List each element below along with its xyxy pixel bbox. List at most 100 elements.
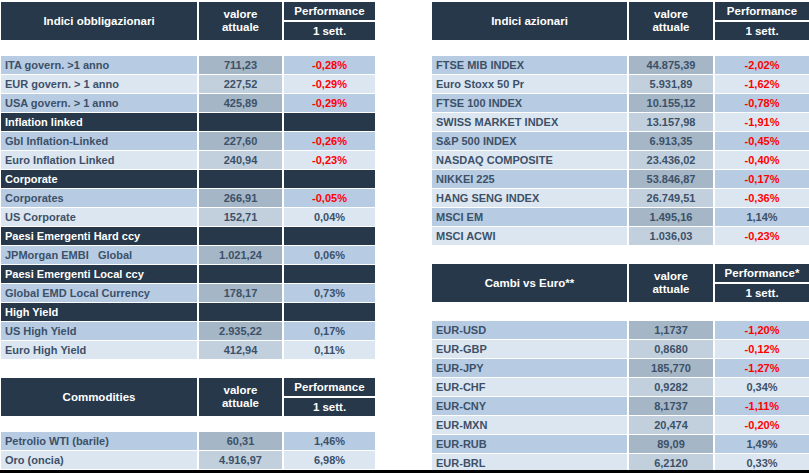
- bonds-table-header: Indici obbligazionari valore attuale Per…: [1, 2, 375, 40]
- table-row: USA govern. > 1 anno425,89-0,29%: [1, 94, 375, 113]
- commodities-table-body: Petrolio WTI (barile)60,311,46%Oro (onci…: [1, 432, 375, 470]
- commodities-performance-column-header: Performance 1 sett.: [282, 378, 375, 416]
- section-spacer: [282, 170, 375, 189]
- row-label: NIKKEI 225: [432, 170, 627, 189]
- value-cell: 1.495,16: [627, 208, 713, 227]
- performance-cell: -2,02%: [713, 56, 809, 75]
- performance-cell: 0,34%: [713, 378, 809, 397]
- table-row: EUR-CNY8,1737-1,11%: [432, 397, 809, 416]
- performance-cell: -0,36%: [713, 189, 809, 208]
- performance-cell: 0,73%: [282, 284, 375, 303]
- table-row: NIKKEI 22553.846,87-0,17%: [432, 170, 809, 189]
- row-label: EUR-CNY: [432, 397, 627, 416]
- value-header-line2: attuale: [652, 283, 689, 296]
- commodities-table-title: Commodities: [1, 378, 197, 416]
- table-row: US Corporate152,710,04%: [1, 208, 375, 227]
- value-cell: 89,09: [627, 435, 713, 454]
- performance-header-line2: 1 sett.: [715, 22, 809, 40]
- row-label: EUR-USD: [432, 321, 627, 340]
- row-label: US High Yield: [1, 322, 197, 341]
- row-label: S&P 500 INDEX: [432, 132, 627, 151]
- section-spacer: [197, 265, 282, 284]
- row-label: SWISS MARKET INDEX: [432, 113, 627, 132]
- section-header-row: Paesi Emergenti Local ccy: [1, 265, 375, 284]
- performance-cell: -0,20%: [713, 416, 809, 435]
- row-label: ITA govern. >1 anno: [1, 56, 197, 75]
- table-row: EUR-CHF0,92820,34%: [432, 378, 809, 397]
- value-cell: 0,9282: [627, 378, 713, 397]
- table-row: Euro Stoxx 50 Pr5.931,89-1,62%: [432, 75, 809, 94]
- row-label: HANG SENG INDEX: [432, 189, 627, 208]
- value-header-line1: valore: [654, 8, 688, 21]
- row-label: FTSE 100 INDEX: [432, 94, 627, 113]
- table-row: EUR-RUB89,091,49%: [432, 435, 809, 454]
- performance-cell: -1,20%: [713, 321, 809, 340]
- row-label: MSCI ACWI: [432, 227, 627, 246]
- section-spacer: [197, 113, 282, 132]
- value-cell: 412,94: [197, 341, 282, 360]
- performance-header-line1: Performance: [284, 378, 375, 398]
- performance-header-line2: 1 sett.: [284, 22, 375, 40]
- section-spacer: [282, 265, 375, 284]
- table-row: EUR govern. > 1 anno227,52-0,29%: [1, 75, 375, 94]
- performance-cell: 0,17%: [282, 322, 375, 341]
- table-row: Euro Inflation Linked240,94-0,23%: [1, 151, 375, 170]
- performance-cell: -1,91%: [713, 113, 809, 132]
- table-row: FTSE MIB INDEX44.875,39-2,02%: [432, 56, 809, 75]
- market-performance-dashboard: Indici obbligazionari valore attuale Per…: [0, 0, 809, 473]
- section-label: High Yield: [1, 303, 197, 322]
- performance-cell: -0,78%: [713, 94, 809, 113]
- value-header-line1: valore: [224, 384, 258, 397]
- performance-cell: -0,28%: [282, 56, 375, 75]
- value-header-line2: attuale: [222, 21, 259, 34]
- performance-cell: -0,26%: [282, 132, 375, 151]
- fx-table-header: Cambi vs Euro** valore attuale Performan…: [432, 264, 809, 302]
- table-row: EUR-GBP0,8680-0,12%: [432, 340, 809, 359]
- table-row: EUR-JPY185,770-1,27%: [432, 359, 809, 378]
- value-cell: 266,91: [197, 189, 282, 208]
- performance-cell: 1,49%: [713, 435, 809, 454]
- section-spacer: [197, 227, 282, 246]
- table-row: MSCI ACWI1.036,03-0,23%: [432, 227, 809, 246]
- value-cell: 240,94: [197, 151, 282, 170]
- value-cell: 185,770: [627, 359, 713, 378]
- commodities-table-header: Commodities valore attuale Performance 1…: [1, 378, 375, 416]
- section-header-row: Inflation linked: [1, 113, 375, 132]
- equities-performance-column-header: Performance 1 sett.: [713, 2, 809, 40]
- row-label: MSCI EM: [432, 208, 627, 227]
- performance-cell: -0,29%: [282, 94, 375, 113]
- performance-cell: 0,04%: [282, 208, 375, 227]
- commodities-value-column-header: valore attuale: [197, 378, 282, 416]
- value-cell: 4.916,97: [197, 451, 282, 470]
- equities-value-column-header: valore attuale: [627, 2, 713, 40]
- section-spacer: [197, 303, 282, 322]
- performance-cell: -0,23%: [282, 151, 375, 170]
- table-row: EUR-BRL6,21200,33%: [432, 454, 809, 473]
- value-cell: 0,8680: [627, 340, 713, 359]
- value-cell: 5.931,89: [627, 75, 713, 94]
- performance-header-line1: Performance: [715, 2, 809, 22]
- table-row: SWISS MARKET INDEX13.157,98-1,91%: [432, 113, 809, 132]
- bonds-performance-column-header: Performance 1 sett.: [282, 2, 375, 40]
- fx-table-body: EUR-USD1,1737-1,20%EUR-GBP0,8680-0,12%EU…: [432, 321, 809, 473]
- performance-cell: 0,11%: [282, 341, 375, 360]
- value-cell: 711,23: [197, 56, 282, 75]
- value-cell: 2.935,22: [197, 322, 282, 341]
- section-spacer: [282, 227, 375, 246]
- table-row: Corporates266,91-0,05%: [1, 189, 375, 208]
- performance-cell: -0,23%: [713, 227, 809, 246]
- section-header-row: Paesi Emergenti Hard ccy: [1, 227, 375, 246]
- section-spacer: [282, 113, 375, 132]
- row-label: Corporates: [1, 189, 197, 208]
- value-cell: 53.846,87: [627, 170, 713, 189]
- bonds-value-column-header: valore attuale: [197, 2, 282, 40]
- value-cell: 60,31: [197, 432, 282, 451]
- performance-cell: -0,05%: [282, 189, 375, 208]
- row-label: US Corporate: [1, 208, 197, 227]
- value-header-line1: valore: [654, 270, 688, 283]
- performance-cell: -1,27%: [713, 359, 809, 378]
- performance-cell: -0,17%: [713, 170, 809, 189]
- table-row: NASDAQ COMPOSITE23.436,02-0,40%: [432, 151, 809, 170]
- performance-cell: 1,46%: [282, 432, 375, 451]
- row-label: Petrolio WTI (barile): [1, 432, 197, 451]
